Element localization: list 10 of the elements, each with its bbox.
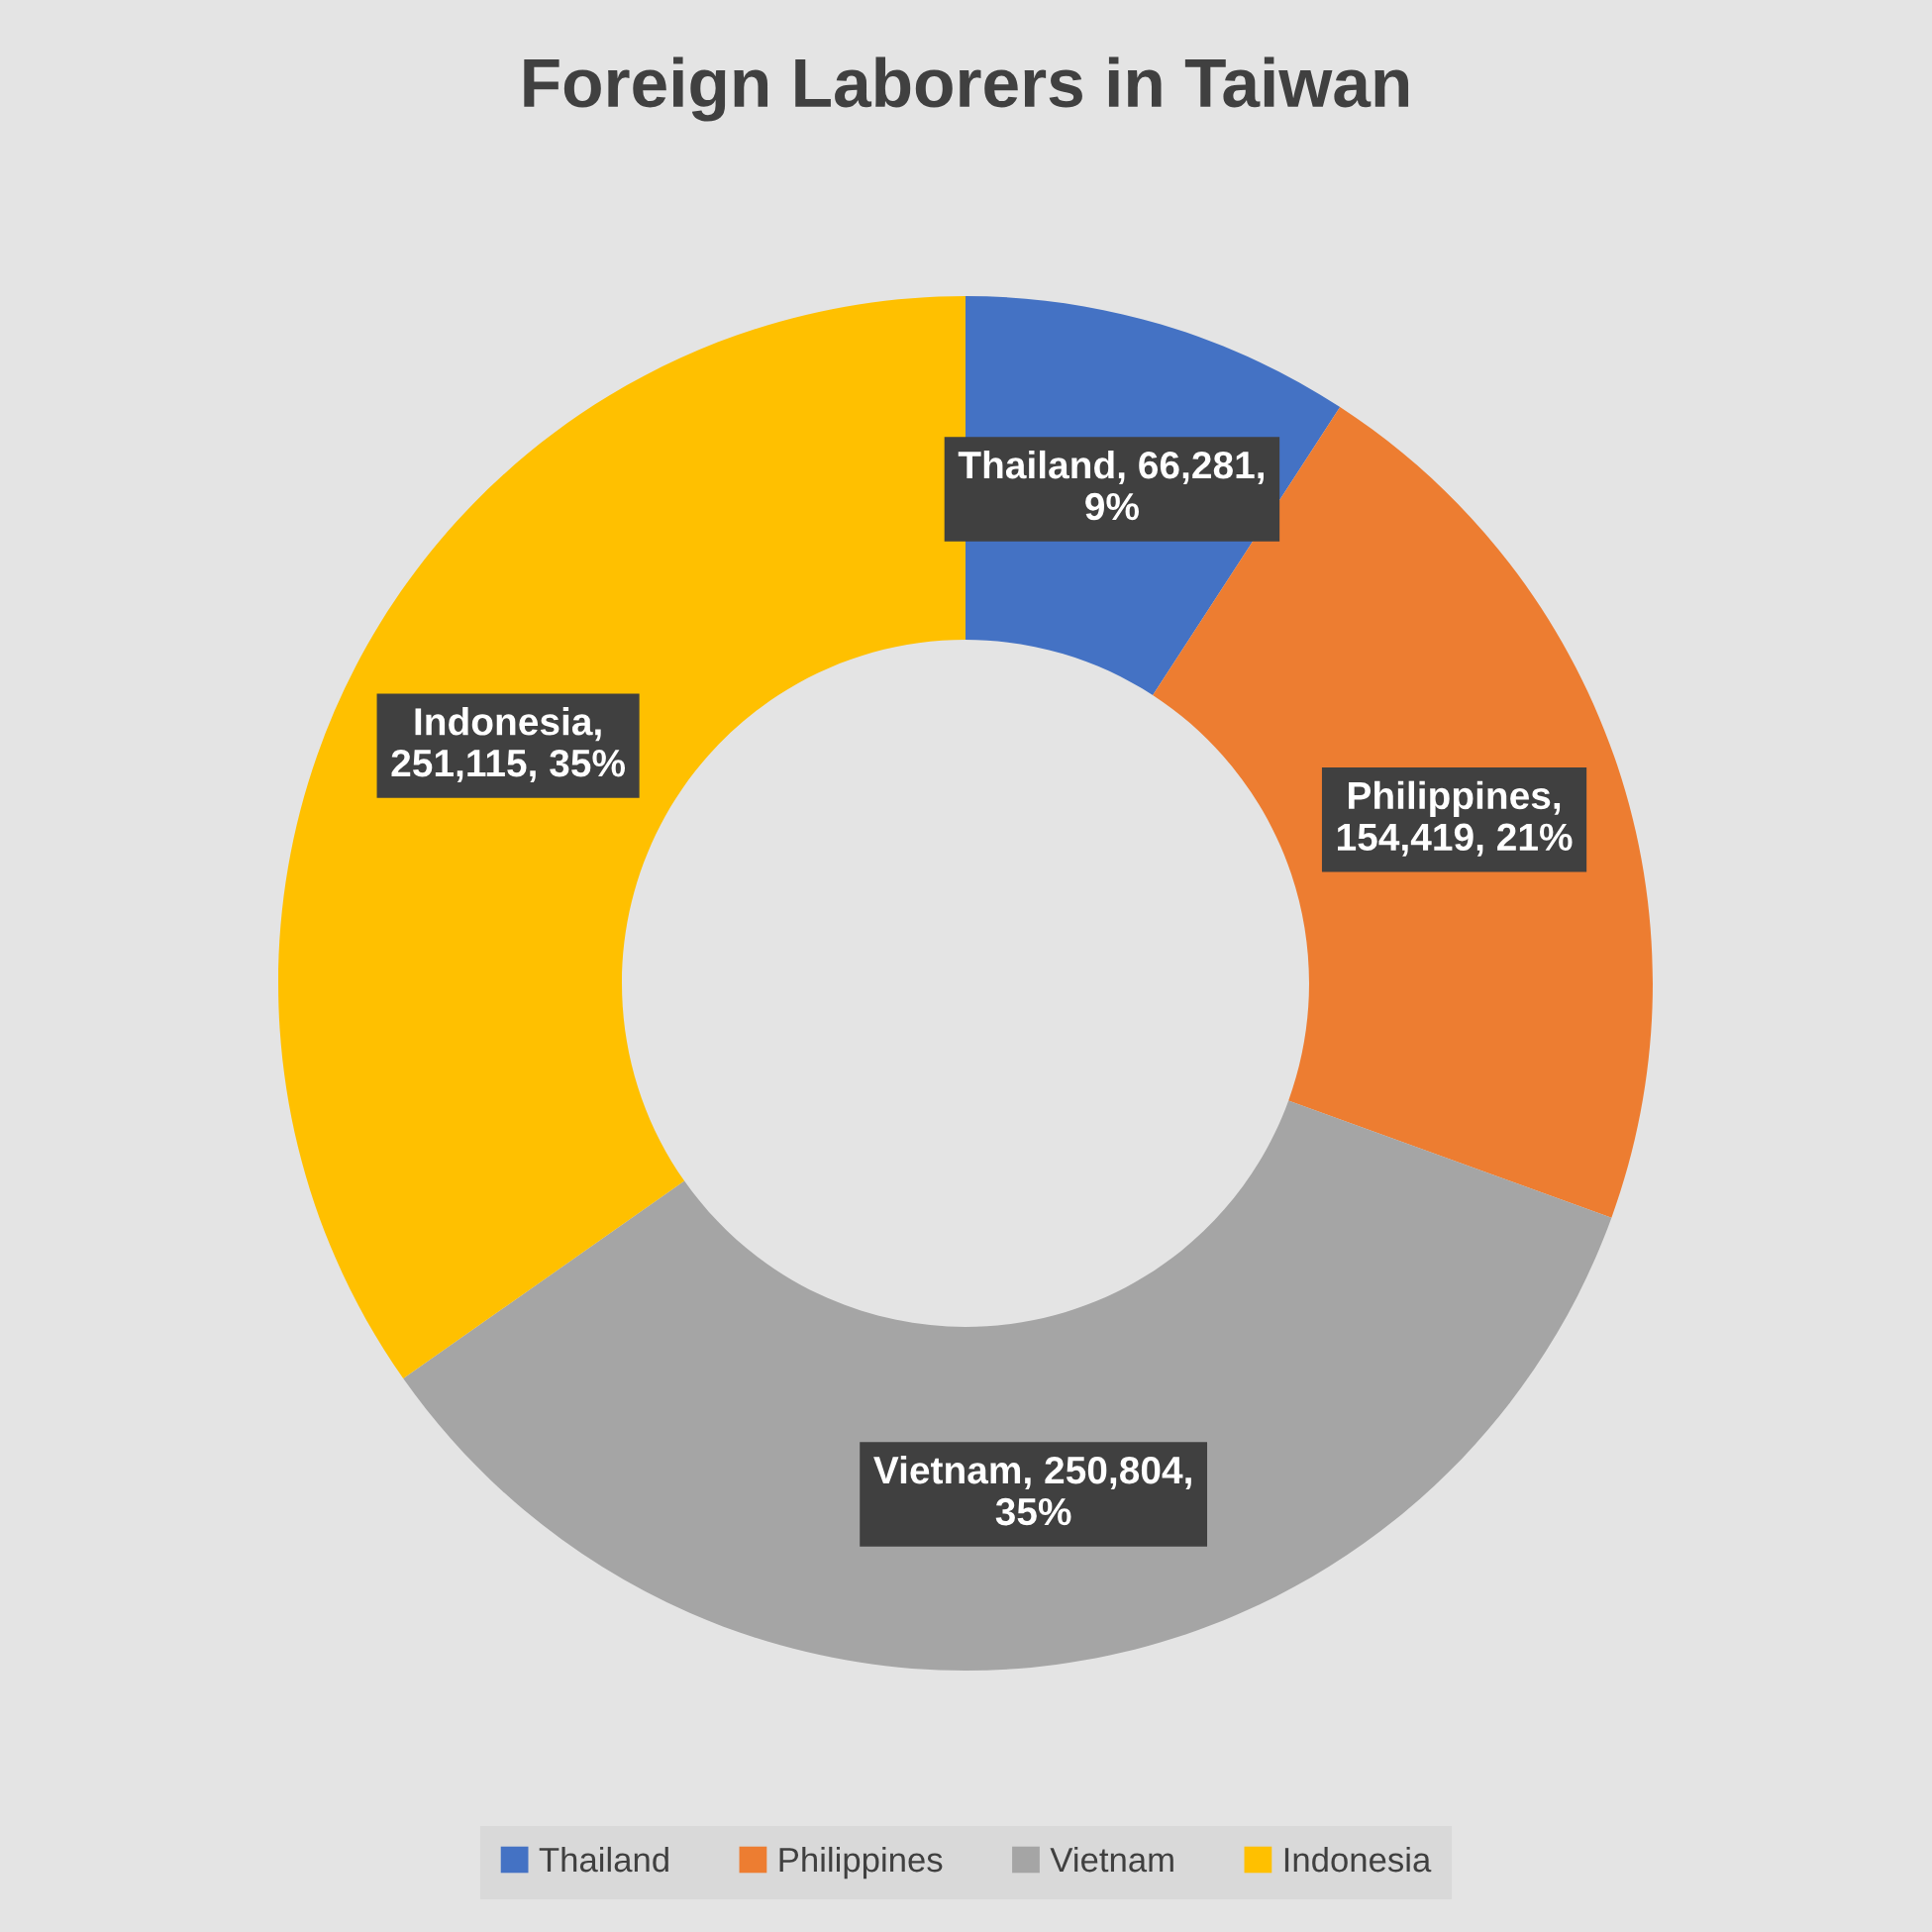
data-label: Vietnam, 250,804, 35% (873, 1455, 1191, 1526)
data-label: Philippines, 154,419, 21% (1338, 780, 1573, 857)
donut-slice (403, 1100, 1612, 1671)
legend-label: Indonesia (1284, 1846, 1432, 1873)
chart-title: Foreign Laborers in Taiwan (524, 56, 1409, 122)
data-label: Indonesia, 251,115, 35% (391, 707, 626, 783)
legend-label: Thailand (539, 1846, 668, 1873)
legend-label: Philippines (779, 1846, 943, 1880)
legend-label: Vietnam (1050, 1846, 1173, 1873)
data-label: Thailand, 66,281, 9% (958, 450, 1264, 521)
